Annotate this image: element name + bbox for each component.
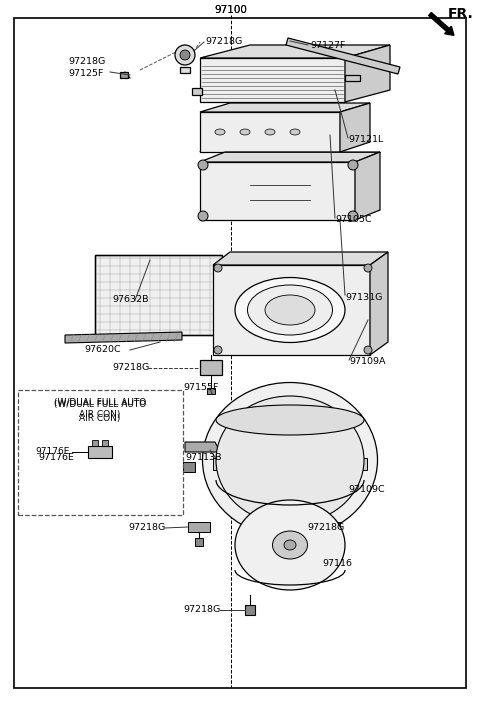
Text: 97218G: 97218G bbox=[307, 523, 344, 532]
Polygon shape bbox=[286, 38, 400, 74]
Polygon shape bbox=[200, 152, 380, 162]
Text: 97109A: 97109A bbox=[349, 358, 385, 366]
Ellipse shape bbox=[235, 500, 345, 590]
Ellipse shape bbox=[248, 285, 333, 335]
Text: 97218G: 97218G bbox=[112, 364, 149, 373]
Polygon shape bbox=[192, 88, 202, 95]
Polygon shape bbox=[222, 292, 232, 300]
Polygon shape bbox=[183, 462, 195, 472]
Polygon shape bbox=[120, 72, 128, 78]
Text: 97218G: 97218G bbox=[183, 606, 220, 614]
Circle shape bbox=[364, 264, 372, 272]
Polygon shape bbox=[207, 388, 215, 394]
Text: 97176E: 97176E bbox=[35, 447, 70, 457]
Ellipse shape bbox=[265, 129, 275, 135]
Circle shape bbox=[175, 45, 195, 65]
Polygon shape bbox=[185, 442, 220, 452]
Polygon shape bbox=[345, 45, 390, 102]
Text: 97109C: 97109C bbox=[348, 486, 384, 494]
Text: 97121L: 97121L bbox=[348, 136, 383, 145]
Polygon shape bbox=[370, 252, 388, 355]
Ellipse shape bbox=[273, 531, 308, 559]
Text: 97105C: 97105C bbox=[335, 216, 372, 224]
Polygon shape bbox=[340, 103, 370, 152]
Text: FR.: FR. bbox=[448, 7, 474, 21]
Polygon shape bbox=[88, 446, 112, 458]
Text: 97100: 97100 bbox=[215, 5, 247, 15]
Text: 97100: 97100 bbox=[215, 5, 247, 15]
Text: 97218G: 97218G bbox=[68, 58, 105, 67]
Circle shape bbox=[214, 264, 222, 272]
Ellipse shape bbox=[215, 129, 225, 135]
Ellipse shape bbox=[284, 540, 296, 550]
Ellipse shape bbox=[235, 278, 345, 342]
Text: 97125F: 97125F bbox=[68, 68, 103, 77]
Circle shape bbox=[180, 50, 190, 60]
Polygon shape bbox=[200, 103, 370, 112]
Circle shape bbox=[198, 211, 208, 221]
Text: 97131G: 97131G bbox=[345, 293, 383, 302]
Polygon shape bbox=[213, 458, 230, 470]
Circle shape bbox=[364, 346, 372, 354]
Circle shape bbox=[348, 211, 358, 221]
Circle shape bbox=[198, 160, 208, 170]
Polygon shape bbox=[350, 458, 367, 470]
Polygon shape bbox=[213, 265, 370, 355]
Polygon shape bbox=[245, 605, 255, 615]
Text: 97176E: 97176E bbox=[38, 452, 74, 462]
Text: AIR CON): AIR CON) bbox=[79, 410, 120, 418]
Polygon shape bbox=[355, 152, 380, 220]
Polygon shape bbox=[200, 360, 222, 375]
Polygon shape bbox=[102, 440, 108, 446]
Polygon shape bbox=[200, 112, 340, 152]
Polygon shape bbox=[200, 45, 390, 58]
Ellipse shape bbox=[216, 396, 364, 524]
Text: 97113B: 97113B bbox=[185, 454, 221, 462]
Ellipse shape bbox=[265, 295, 315, 325]
Text: 97155F: 97155F bbox=[183, 383, 218, 393]
Polygon shape bbox=[345, 75, 360, 81]
Ellipse shape bbox=[240, 129, 250, 135]
Polygon shape bbox=[318, 522, 340, 532]
FancyArrow shape bbox=[429, 13, 454, 36]
Polygon shape bbox=[200, 58, 345, 102]
Text: 97632B: 97632B bbox=[112, 295, 148, 305]
Text: 97620C: 97620C bbox=[84, 346, 120, 354]
Polygon shape bbox=[180, 67, 190, 73]
Polygon shape bbox=[188, 522, 210, 532]
Text: 97218G: 97218G bbox=[205, 38, 242, 46]
Ellipse shape bbox=[216, 405, 364, 435]
Text: 97127F: 97127F bbox=[310, 40, 346, 50]
Bar bbox=[18, 390, 183, 515]
Polygon shape bbox=[213, 252, 388, 265]
Text: (W/DUAL FULL AUTO: (W/DUAL FULL AUTO bbox=[54, 398, 146, 407]
Polygon shape bbox=[200, 162, 355, 220]
Polygon shape bbox=[92, 440, 98, 446]
Polygon shape bbox=[195, 538, 203, 546]
Circle shape bbox=[214, 346, 222, 354]
Circle shape bbox=[348, 160, 358, 170]
Text: AIR CON): AIR CON) bbox=[79, 413, 120, 422]
Text: 97116: 97116 bbox=[322, 559, 352, 567]
Text: 97218G: 97218G bbox=[128, 523, 165, 532]
Polygon shape bbox=[65, 332, 182, 343]
Ellipse shape bbox=[203, 383, 377, 537]
Polygon shape bbox=[95, 255, 222, 335]
Text: (W/DUAL FULL AUTO: (W/DUAL FULL AUTO bbox=[54, 400, 146, 410]
Ellipse shape bbox=[290, 129, 300, 135]
